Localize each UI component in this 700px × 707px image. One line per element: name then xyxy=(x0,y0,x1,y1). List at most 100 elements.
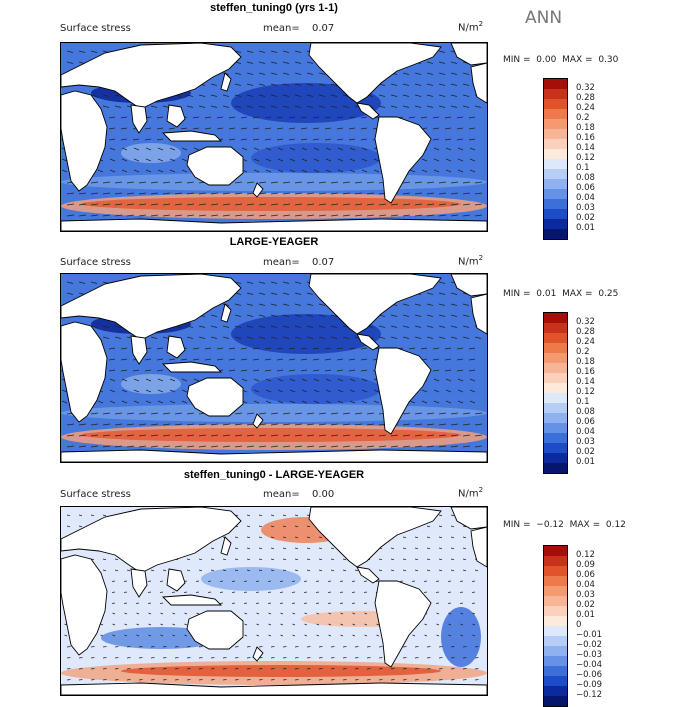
colorbar-level-label: 0.18 xyxy=(576,123,595,133)
panel-3-minmax: MIN = −0.12 MAX = 0.12 xyxy=(503,520,626,530)
panel-2-title: LARGE-YEAGER xyxy=(229,236,319,248)
colorbar-swatch xyxy=(544,169,567,179)
panel-1-title: steffen_tuning0 (yrs 1-1) xyxy=(210,2,338,14)
colorbar-swatch xyxy=(544,229,567,239)
colorbar-swatch xyxy=(544,656,567,666)
colorbar-level-label: 0.02 xyxy=(576,600,595,610)
panel-3-variable: Surface stress xyxy=(60,489,131,500)
colorbar-swatch xyxy=(544,149,567,159)
colorbar-swatch xyxy=(544,596,567,606)
colorbar-level-label: 0.01 xyxy=(576,457,595,467)
colorbar-swatch xyxy=(544,383,567,393)
colorbar-swatch xyxy=(544,576,567,586)
panel-1-mean-value: 0.07 xyxy=(312,23,335,34)
panel-3-unit: N/m2 xyxy=(458,486,484,500)
colorbar-swatch xyxy=(544,606,567,616)
colorbar-level-label: 0.12 xyxy=(576,550,595,560)
colorbar-swatch xyxy=(544,393,567,403)
colorbar-swatch xyxy=(544,129,567,139)
panel-2-mean-label: mean= xyxy=(263,257,300,268)
colorbar-swatch xyxy=(544,323,567,333)
colorbar-swatch xyxy=(544,79,567,89)
colorbar-level-label: 0.12 xyxy=(576,153,595,163)
colorbar-level-label: 0.32 xyxy=(576,317,595,327)
colorbar-level-label: 0.09 xyxy=(576,560,595,570)
colorbar-level-label: 0.08 xyxy=(576,407,595,417)
colorbar-level-label: 0.01 xyxy=(576,610,595,620)
colorbar-swatch xyxy=(544,219,567,229)
panel-3-map xyxy=(60,506,488,696)
panel-2-minmax: MIN = 0.01 MAX = 0.25 xyxy=(503,289,619,299)
colorbar-swatch xyxy=(544,676,567,686)
colorbar-level-label: 0.1 xyxy=(576,163,590,173)
colorbar-level-label: 0.2 xyxy=(576,347,590,357)
colorbar-level-label: 0.1 xyxy=(576,397,590,407)
colorbar-level-label: −0.01 xyxy=(576,630,603,640)
colorbar-level-label: 0.06 xyxy=(576,183,595,193)
colorbar-level-label: −0.06 xyxy=(576,670,603,680)
panel-1-variable: Surface stress xyxy=(60,23,131,34)
colorbar-level-label: 0.14 xyxy=(576,143,595,153)
colorbar-level-label: −0.09 xyxy=(576,680,603,690)
colorbar-swatch xyxy=(544,179,567,189)
colorbar-swatch xyxy=(544,616,567,626)
colorbar-level-label: 0.01 xyxy=(576,223,595,233)
colorbar-swatch xyxy=(544,666,567,676)
colorbar-level-label: 0.2 xyxy=(576,113,590,123)
colorbar-swatch xyxy=(544,199,567,209)
colorbar-level-label: 0.04 xyxy=(576,580,595,590)
colorbar-swatch xyxy=(544,453,567,463)
panel-2-map xyxy=(60,273,488,463)
colorbar-level-label: 0.03 xyxy=(576,590,595,600)
colorbar-level-label: 0 xyxy=(576,620,582,630)
colorbar-swatch xyxy=(544,696,567,706)
colorbar-swatch xyxy=(544,556,567,566)
panel-1-mean-label: mean= xyxy=(263,23,300,34)
colorbar-level-label: 0.28 xyxy=(576,327,595,337)
colorbar-level-label: −0.04 xyxy=(576,660,603,670)
colorbar-swatch xyxy=(544,363,567,373)
colorbar-swatch xyxy=(544,139,567,149)
colorbar-level-label: 0.04 xyxy=(576,427,595,437)
colorbar-level-label: 0.14 xyxy=(576,377,595,387)
panel-1-colorbar xyxy=(543,78,568,240)
panel-1-map xyxy=(60,42,488,232)
colorbar-level-label: 0.03 xyxy=(576,437,595,447)
colorbar-level-label: 0.16 xyxy=(576,367,595,377)
colorbar-level-label: 0.28 xyxy=(576,93,595,103)
colorbar-swatch xyxy=(544,403,567,413)
colorbar-swatch xyxy=(544,99,567,109)
panel-2-unit: N/m2 xyxy=(458,254,484,268)
colorbar-swatch xyxy=(544,586,567,596)
colorbar-swatch xyxy=(544,209,567,219)
colorbar-swatch xyxy=(544,189,567,199)
colorbar-level-label: 0.04 xyxy=(576,193,595,203)
colorbar-swatch xyxy=(544,626,567,636)
colorbar-swatch xyxy=(544,636,567,646)
colorbar-swatch xyxy=(544,686,567,696)
colorbar-swatch xyxy=(544,546,567,556)
colorbar-swatch xyxy=(544,353,567,363)
panel-2-colorbar xyxy=(543,312,568,474)
colorbar-level-label: 0.24 xyxy=(576,103,595,113)
colorbar-swatch xyxy=(544,343,567,353)
colorbar-swatch xyxy=(544,159,567,169)
colorbar-swatch xyxy=(544,423,567,433)
colorbar-swatch xyxy=(544,443,567,453)
colorbar-swatch xyxy=(544,373,567,383)
panel-3-colorbar xyxy=(543,545,568,707)
panel-3-title: steffen_tuning0 - LARGE-YEAGER xyxy=(183,469,365,481)
colorbar-swatch xyxy=(544,89,567,99)
colorbar-level-label: 0.08 xyxy=(576,173,595,183)
colorbar-level-label: 0.24 xyxy=(576,337,595,347)
colorbar-swatch xyxy=(544,433,567,443)
panel-1-unit: N/m2 xyxy=(458,20,484,34)
colorbar-swatch xyxy=(544,646,567,656)
colorbar-level-label: 0.02 xyxy=(576,213,595,223)
colorbar-swatch xyxy=(544,333,567,343)
colorbar-swatch xyxy=(544,313,567,323)
colorbar-level-label: 0.06 xyxy=(576,417,595,427)
colorbar-level-label: 0.03 xyxy=(576,203,595,213)
colorbar-swatch xyxy=(544,566,567,576)
colorbar-level-label: −0.02 xyxy=(576,640,603,650)
